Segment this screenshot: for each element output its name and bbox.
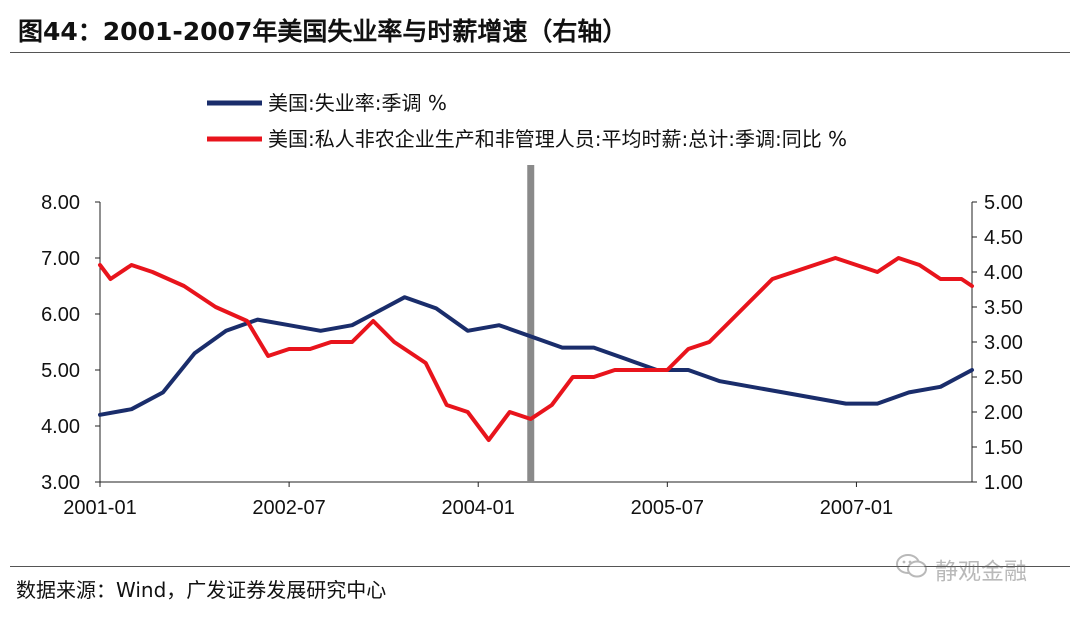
- wechat-icon: [895, 553, 929, 585]
- left-axis-tick-label: 5.00: [41, 360, 80, 382]
- x-axis-tick-label: 2005-07: [631, 497, 704, 519]
- left-axis-tick-label: 4.00: [41, 416, 80, 438]
- right-axis-tick-label: 2.50: [984, 367, 1023, 389]
- left-axis-tick-label: 3.00: [41, 472, 80, 494]
- legend-label: 美国:私人非农企业生产和非管理人员:平均时薪:总计:季调:同比 %: [268, 127, 847, 151]
- left-axis-tick-label: 6.00: [41, 304, 80, 326]
- source-note: 数据来源：Wind，广发证券发展研究中心: [16, 578, 387, 602]
- watermark: 静观金融: [895, 552, 1027, 586]
- x-axis-tick-label: 2002-07: [252, 497, 325, 519]
- right-axis-tick-label: 3.50: [984, 297, 1023, 319]
- right-axis-tick-label: 2.00: [984, 402, 1023, 424]
- right-axis-tick-label: 3.00: [984, 332, 1023, 354]
- right-axis-tick-label: 1.00: [984, 472, 1023, 494]
- legend-label: 美国:失业率:季调 %: [268, 91, 447, 115]
- left-axis-tick-label: 7.00: [41, 248, 80, 270]
- source-divider: [10, 566, 1070, 567]
- right-axis-tick-label: 1.50: [984, 437, 1023, 459]
- series-lines: [98, 256, 974, 442]
- axes: 3.00 4.00 5.00 6.00 7.00 8.00 1.00 1.50 2.00 2.50…: [41, 192, 1023, 519]
- wage-growth-series-line: [98, 256, 974, 442]
- right-axis-tick-label: 5.00: [984, 192, 1023, 214]
- x-axis-tick-label: 2004-01: [442, 497, 515, 519]
- x-axis-tick-label: 2007-01: [820, 497, 893, 519]
- right-axis-tick-label: 4.50: [984, 227, 1023, 249]
- chart-title: 图44：2001-2007年美国失业率与时薪增速（右轴）: [18, 17, 628, 46]
- watermark-text: 静观金融: [935, 559, 1027, 585]
- title-divider: [10, 52, 1070, 53]
- legend: 美国:失业率:季调 % 美国:私人非农企业生产和非管理人员:平均时薪:总计:季调:…: [207, 91, 847, 151]
- x-axis-tick-label: 2001-01: [63, 497, 136, 519]
- left-axis-tick-label: 8.00: [41, 192, 80, 214]
- right-axis-tick-label: 4.00: [984, 262, 1023, 284]
